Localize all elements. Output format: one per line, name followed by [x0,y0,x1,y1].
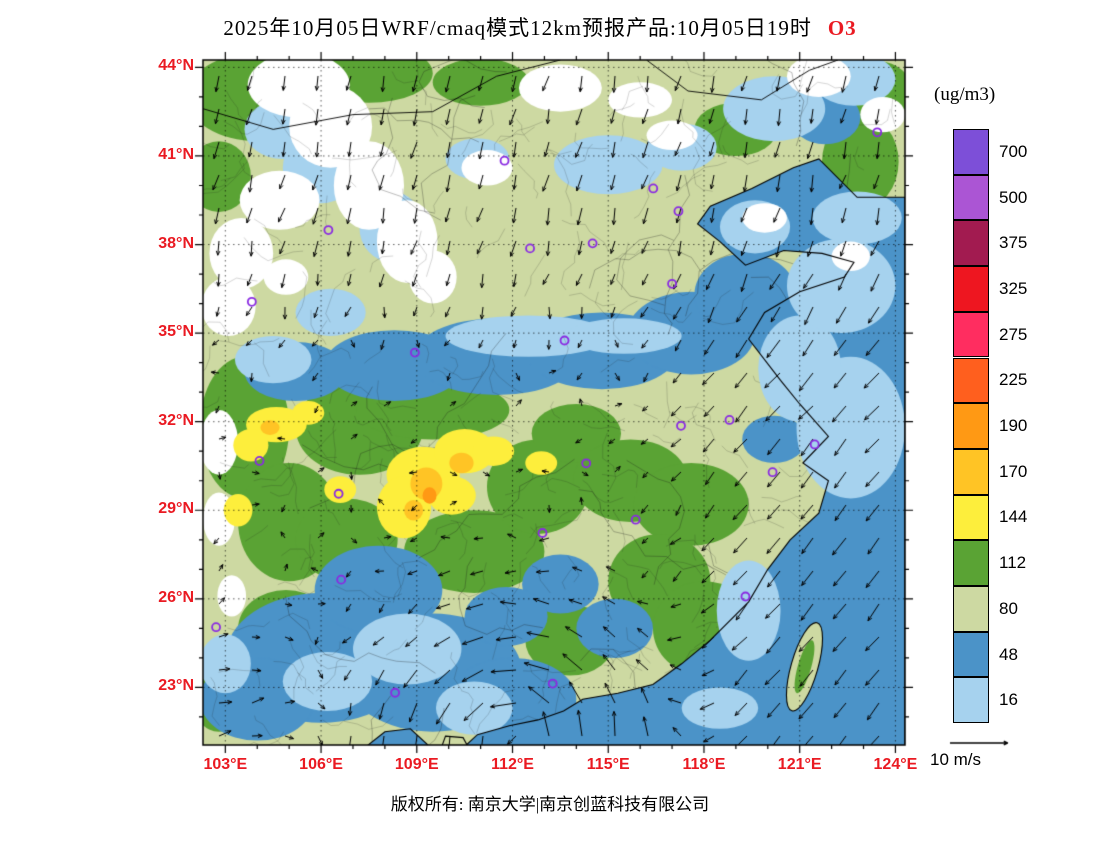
legend-color-cell [953,357,989,404]
lat-tick-label: 44°N [158,57,194,75]
lat-tick-label: 32°N [158,411,194,429]
legend-value-label: 16 [999,690,1018,710]
lat-tick-label: 26°N [158,588,194,606]
lon-tick-label: 115°E [586,756,630,773]
legend-color-cell [953,448,989,495]
legend-color-cell [953,586,989,632]
legend-value-label: 48 [999,644,1018,664]
lon-tick-label: 112°E [491,756,534,773]
lon-tick-label: 121°E [777,756,822,773]
legend-color-cell [953,540,989,586]
wind-scale-label: 10 m/s [930,750,982,769]
lat-tick-label: 35°N [158,323,194,341]
legend-color-cell [953,311,989,358]
legend-color-cell [953,677,989,724]
lat-tick-label: 23°N [158,677,194,695]
lat-tick-label: 38°N [158,234,194,252]
species-label: O3 [827,16,857,40]
plot-title-text: 2025年10月05日WRF/cmaq模式12km预报产品:10月05日19时 [223,16,812,40]
legend-color-cell [953,129,989,175]
lon-tick-label: 124°E [873,756,918,773]
legend-color-cell [953,220,989,267]
legend-color-cell [953,494,989,541]
legend-color-cell [953,403,989,449]
lat-tick-label: 29°N [158,500,194,518]
legend-value-label: 275 [999,324,1028,344]
legend-color-cell [953,266,989,312]
legend-value-label: 700 [999,141,1028,161]
lat-tick-label: 41°N [158,145,194,163]
legend-color-cell [953,174,989,221]
plot-title: 2025年10月05日WRF/cmaq模式12km预报产品:10月05日19时 O… [70,12,1010,42]
lon-tick-label: 103°E [203,756,248,773]
legend-value-label: 170 [999,461,1028,481]
legend-color-cell [953,631,989,678]
legend-value-label: 80 [999,598,1018,618]
copyright-footer: 版权所有: 南京大学|南京创蓝科技有限公司 [390,795,710,814]
lon-tick-label: 106°E [299,756,343,773]
lon-tick-label: 118°E [682,756,726,773]
legend-value-label: 112 [999,553,1027,573]
legend-value-label: 500 [999,187,1028,207]
legend-value-label: 375 [999,233,1028,253]
legend-value-label: 225 [999,370,1028,390]
legend-value-label: 144 [999,507,1028,527]
legend-unit-label: (ug/m3) [934,84,996,105]
legend-value-label: 325 [999,278,1028,298]
legend-value-label: 190 [999,416,1028,436]
lon-tick-label: 109°E [394,756,439,773]
